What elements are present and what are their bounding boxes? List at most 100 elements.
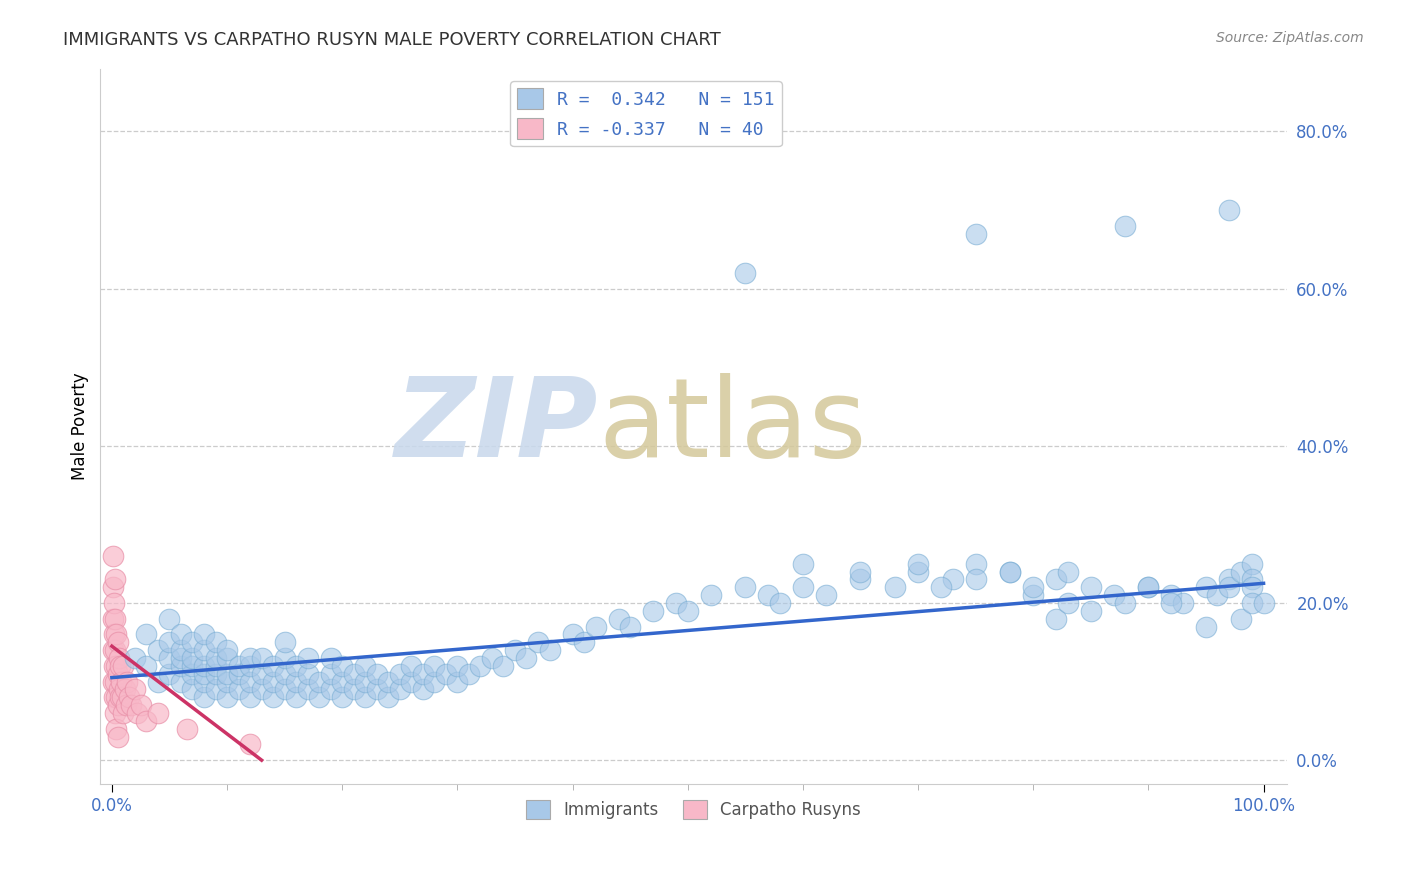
Point <box>366 666 388 681</box>
Point <box>527 635 550 649</box>
Point <box>343 682 366 697</box>
Point <box>103 690 125 705</box>
Point <box>239 651 262 665</box>
Point <box>849 573 872 587</box>
Point <box>1114 596 1136 610</box>
Point <box>907 565 929 579</box>
Point <box>228 658 250 673</box>
Point <box>1045 612 1067 626</box>
Point <box>297 682 319 697</box>
Point <box>676 604 699 618</box>
Point <box>239 674 262 689</box>
Point <box>204 666 226 681</box>
Point <box>330 690 353 705</box>
Point <box>1241 557 1264 571</box>
Point <box>734 266 756 280</box>
Point <box>1056 596 1078 610</box>
Text: ZIP: ZIP <box>395 373 599 480</box>
Point <box>118 690 141 705</box>
Point <box>170 674 193 689</box>
Text: atlas: atlas <box>599 373 868 480</box>
Point <box>146 643 169 657</box>
Point <box>814 588 837 602</box>
Point <box>481 651 503 665</box>
Point <box>354 658 377 673</box>
Point <box>129 698 152 713</box>
Point <box>1253 596 1275 610</box>
Point <box>146 674 169 689</box>
Point <box>114 698 136 713</box>
Point <box>607 612 630 626</box>
Point <box>215 690 238 705</box>
Point <box>108 690 131 705</box>
Point <box>101 612 124 626</box>
Point <box>181 635 204 649</box>
Point <box>159 612 181 626</box>
Point <box>929 580 952 594</box>
Point <box>111 690 134 705</box>
Point <box>423 674 446 689</box>
Point <box>104 706 127 720</box>
Point <box>401 674 423 689</box>
Text: IMMIGRANTS VS CARPATHO RUSYN MALE POVERTY CORRELATION CHART: IMMIGRANTS VS CARPATHO RUSYN MALE POVERT… <box>63 31 721 49</box>
Point <box>401 658 423 673</box>
Point <box>181 651 204 665</box>
Point <box>643 604 665 618</box>
Point <box>170 651 193 665</box>
Point <box>181 658 204 673</box>
Point <box>734 580 756 594</box>
Point <box>1241 573 1264 587</box>
Point <box>412 666 434 681</box>
Point <box>105 627 128 641</box>
Point <box>330 658 353 673</box>
Text: Source: ZipAtlas.com: Source: ZipAtlas.com <box>1216 31 1364 45</box>
Point <box>215 674 238 689</box>
Point <box>377 674 399 689</box>
Point <box>120 698 142 713</box>
Point <box>193 658 215 673</box>
Point <box>250 651 273 665</box>
Point <box>239 690 262 705</box>
Point <box>907 557 929 571</box>
Point <box>446 658 468 673</box>
Point <box>965 573 987 587</box>
Point <box>1160 596 1182 610</box>
Point <box>998 565 1021 579</box>
Point <box>103 627 125 641</box>
Point <box>101 549 124 563</box>
Point <box>204 635 226 649</box>
Point <box>193 627 215 641</box>
Point <box>1171 596 1194 610</box>
Point <box>101 580 124 594</box>
Point <box>273 666 295 681</box>
Point <box>115 674 138 689</box>
Point <box>101 643 124 657</box>
Point <box>114 682 136 697</box>
Point <box>308 674 330 689</box>
Point <box>1056 565 1078 579</box>
Point <box>849 565 872 579</box>
Point <box>965 227 987 241</box>
Point <box>204 658 226 673</box>
Point <box>1229 565 1251 579</box>
Point <box>354 690 377 705</box>
Point <box>273 651 295 665</box>
Point <box>262 690 284 705</box>
Point <box>250 666 273 681</box>
Point <box>1160 588 1182 602</box>
Point <box>585 619 607 633</box>
Point <box>503 643 526 657</box>
Point <box>319 651 342 665</box>
Point <box>1080 580 1102 594</box>
Point <box>101 674 124 689</box>
Point <box>1218 202 1240 217</box>
Point <box>538 643 561 657</box>
Point <box>273 635 295 649</box>
Point <box>215 651 238 665</box>
Point <box>572 635 595 649</box>
Point <box>239 738 262 752</box>
Point <box>105 690 128 705</box>
Point <box>792 580 814 594</box>
Point <box>343 666 366 681</box>
Point <box>1241 580 1264 594</box>
